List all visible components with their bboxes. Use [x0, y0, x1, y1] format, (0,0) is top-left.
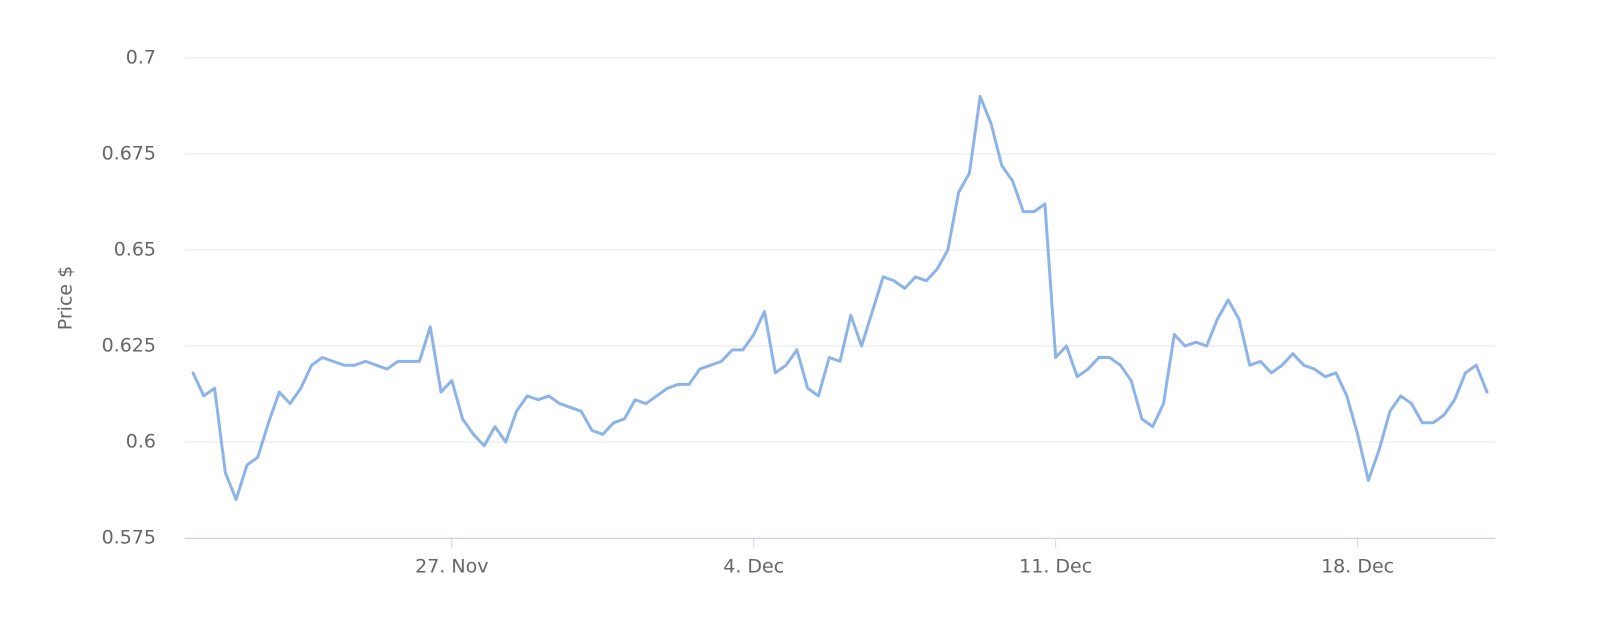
y-tick-label: 0.625	[102, 335, 156, 357]
y-tick-label: 0.575	[102, 527, 156, 549]
y-tick-label: 0.7	[126, 47, 156, 69]
y-tick-label: 0.65	[114, 239, 156, 261]
price-line	[191, 94, 1489, 502]
y-tick-label: 0.675	[102, 143, 156, 165]
y-axis-label: Price $	[55, 266, 77, 330]
x-tick-label: 4. Dec	[723, 556, 784, 578]
x-tick-label: 18. Dec	[1321, 556, 1394, 578]
x-tick-label: 27. Nov	[415, 556, 488, 578]
x-tick-label: 11. Dec	[1019, 556, 1092, 578]
y-tick-label: 0.6	[126, 431, 156, 453]
